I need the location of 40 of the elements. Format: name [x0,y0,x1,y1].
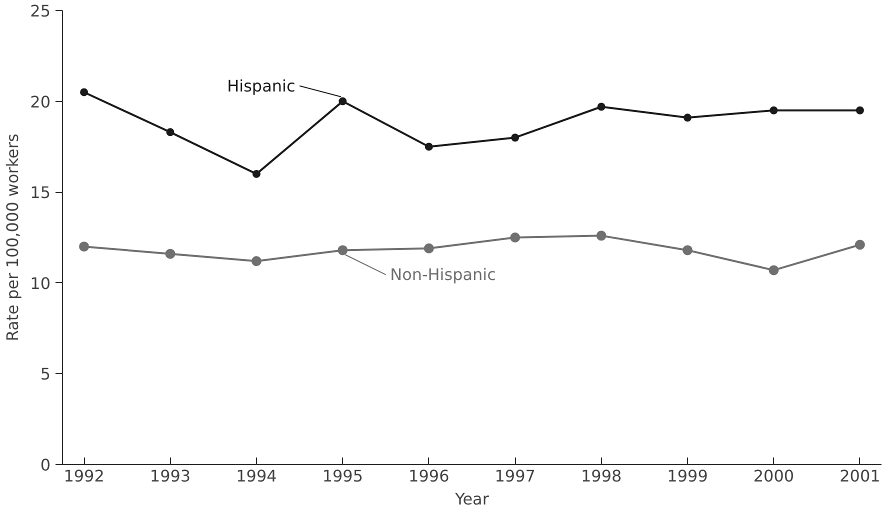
y-tick-label: 5 [40,364,51,384]
x-tick-label: 1996 [408,466,450,486]
x-tick-label: 1997 [494,466,536,486]
text: Hispanic [227,76,296,96]
x-tick-label: 2001 [840,466,880,486]
x-tick-label: 1999 [667,466,708,486]
point [510,232,520,242]
point [682,245,693,256]
x-tick-label: 1998 [580,466,622,486]
y-tick-label: 10 [30,274,50,293]
point [597,102,606,111]
x-tick-label: 1993 [150,466,191,486]
point [770,106,778,114]
y-tick-label: 0 [40,456,51,474]
point [424,243,434,254]
legend-label: Non-Hispanic [390,265,496,284]
y-tick-label: 15 [30,183,50,202]
x-tick-label: 2000 [753,466,794,486]
point [80,88,88,96]
y-axis-title: Rate per 100,000 workers [3,134,22,342]
point [338,97,347,106]
point [768,265,779,276]
x-tick-label: 1994 [236,466,277,486]
x-axis-title: Year [454,490,490,508]
y-tick-label: 25 [30,2,50,20]
point [854,240,865,250]
point [684,114,692,122]
point [338,245,348,256]
point [856,106,864,114]
x-tick-label: 1995 [322,466,364,486]
point [424,142,433,151]
y-tick-label: 20 [30,92,50,112]
point [79,242,90,252]
point [166,128,174,136]
x-tick-label: 1992 [64,466,104,486]
point [165,248,176,259]
point [511,134,520,142]
point [251,256,262,266]
point [252,170,260,178]
point [596,230,606,241]
